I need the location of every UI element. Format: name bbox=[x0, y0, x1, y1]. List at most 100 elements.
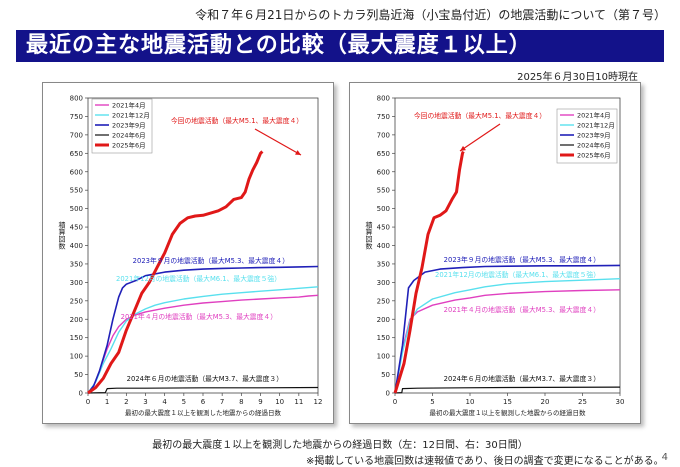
annotation-label: 2021年12月の地震活動（最大M6.1、最大震度５強） bbox=[435, 270, 600, 279]
y-tick-label: 450 bbox=[377, 224, 390, 232]
slide-banner-title: 最近の主な地震活動との比較（最大震度１以上） bbox=[16, 30, 664, 62]
annotation-arrowhead bbox=[295, 150, 301, 155]
x-tick-label: 20 bbox=[541, 398, 550, 406]
annotation-label: 2024年６月の地震活動（最大M3.7、最大震度３） bbox=[127, 374, 283, 383]
x-tick-label: 15 bbox=[503, 398, 512, 406]
y-tick-label: 350 bbox=[70, 260, 83, 268]
annotation-label: 今回の地震活動（最大M5.1、最大震度４） bbox=[171, 116, 303, 125]
x-tick-label: 12 bbox=[314, 398, 323, 406]
x-tick-label: 0 bbox=[393, 398, 397, 406]
x-tick-label: 0 bbox=[86, 398, 90, 406]
timestamp: 2025年６月30日10時現在 bbox=[517, 72, 638, 83]
annotation-label: 今回の地震活動（最大M5.1、最大震度４） bbox=[414, 111, 546, 120]
y-tick-label: 200 bbox=[70, 316, 83, 324]
x-tick-label: 11 bbox=[294, 398, 303, 406]
x-tick-label: 25 bbox=[578, 398, 587, 406]
series-line-2021年12月 bbox=[87, 286, 319, 394]
x-tick-label: 6 bbox=[201, 398, 206, 406]
series-line-2021年12月 bbox=[394, 278, 621, 394]
legend-box bbox=[91, 98, 153, 154]
y-tick-label: 150 bbox=[377, 334, 390, 342]
y-tick-label: 150 bbox=[70, 334, 83, 342]
chart-panel-left: 0 50 100 150 200 250 300 350 400 450 500 550 600 650 7… bbox=[42, 82, 334, 424]
y-tick-label: 0 bbox=[386, 390, 390, 398]
y-tick-label: 300 bbox=[70, 279, 83, 287]
x-tick-label: 10 bbox=[466, 398, 475, 406]
y-tick-label: 250 bbox=[70, 297, 83, 305]
y-tick-label: 450 bbox=[70, 224, 83, 232]
annotation-arrow bbox=[254, 128, 302, 156]
legend-label: 2021年4月 bbox=[577, 111, 611, 120]
series-line-2023年9月 bbox=[87, 265, 319, 394]
x-tick-label: 8 bbox=[239, 398, 243, 406]
y-tick-label: 500 bbox=[377, 205, 390, 213]
y-tick-label: 550 bbox=[70, 187, 83, 195]
x-tick-label: 30 bbox=[616, 398, 625, 406]
y-tick-label: 350 bbox=[377, 260, 390, 268]
disclaimer-note: ※掲載している地震回数は速報値であり、後日の調査で変更になることがある。 bbox=[306, 456, 664, 467]
annotation-arrowhead bbox=[460, 145, 466, 151]
x-axis-label: 最初の最大震度１以上を観測した地震からの経過日数 bbox=[430, 408, 587, 417]
x-tick-label: 5 bbox=[430, 398, 434, 406]
y-tick-label: 50 bbox=[381, 371, 390, 379]
annotation-label: 2023年９月の地震活動（最大M5.3、最大震度４） bbox=[444, 255, 600, 264]
legend-label: 2023年9月 bbox=[112, 121, 146, 130]
y-tick-label: 600 bbox=[377, 168, 390, 176]
y-tick-label: 600 bbox=[70, 168, 83, 176]
y-tick-label: 800 bbox=[377, 95, 390, 103]
x-tick-label: 7 bbox=[220, 398, 224, 406]
legend-label: 2025年6月 bbox=[112, 141, 146, 150]
annotation-label: 2021年４月の地震活動（最大M5.3、最大震度４） bbox=[444, 305, 600, 314]
figure-caption: 最初の最大震度１以上を観測した地震からの経過日数（左：12日間、右：30日間） bbox=[152, 440, 528, 451]
annotation-arrow bbox=[459, 123, 501, 152]
legend-label: 2023年9月 bbox=[577, 131, 611, 140]
y-tick-label: 700 bbox=[377, 131, 390, 139]
y-axis-label: 積算回数 bbox=[58, 221, 66, 251]
y-tick-label: 750 bbox=[70, 113, 83, 121]
y-tick-label: 500 bbox=[70, 205, 83, 213]
series-line-2024年6月 bbox=[87, 386, 319, 394]
x-tick-label: 10 bbox=[275, 398, 284, 406]
annotation-label: 2024年６月の地震活動（最大M3.7、最大震度３） bbox=[444, 374, 600, 383]
y-tick-label: 650 bbox=[377, 150, 390, 158]
legend-label: 2021年12月 bbox=[577, 121, 615, 130]
chart-left-svg: 0501001502002503003504004505005506006507… bbox=[58, 95, 323, 418]
x-tick-label: 9 bbox=[258, 398, 262, 406]
series-line-2025年6月 bbox=[87, 150, 264, 395]
x-tick-label: 1 bbox=[105, 398, 109, 406]
series-line-2023年9月 bbox=[394, 264, 621, 394]
series-line-2025年6月 bbox=[393, 150, 465, 394]
y-tick-label: 800 bbox=[70, 95, 83, 103]
annotation-label: 2023年９月の地震活動（最大M5.3、最大震度４） bbox=[133, 256, 289, 265]
y-tick-label: 400 bbox=[70, 242, 83, 250]
chart-panel-right: 0 50 100 150 200 250 300 350 400 450 500 550 600 650 7… bbox=[349, 82, 641, 424]
page-number: 4 bbox=[661, 452, 668, 463]
y-tick-label: 200 bbox=[377, 316, 390, 324]
annotation-label: 2021年４月の地震活動（最大M5.3、最大震度４） bbox=[121, 312, 277, 321]
legend-label: 2024年6月 bbox=[112, 131, 146, 140]
y-tick-label: 100 bbox=[377, 353, 390, 361]
y-tick-label: 700 bbox=[70, 131, 83, 139]
y-tick-label: 400 bbox=[377, 242, 390, 250]
y-tick-label: 250 bbox=[377, 297, 390, 305]
legend-label: 2024年6月 bbox=[577, 141, 611, 150]
y-axis-label: 積算回数 bbox=[365, 221, 373, 251]
x-tick-label: 3 bbox=[143, 398, 147, 406]
annotation-label: 2021年12月の地震活動（最大M6.1、最大震度５強） bbox=[116, 274, 281, 283]
page-header-title: 令和７年６月21日からのトカラ列島近海（小宝島付近）の地震活動について（第７号） bbox=[195, 8, 666, 22]
series-line-2021年4月 bbox=[87, 294, 319, 394]
y-tick-label: 300 bbox=[377, 279, 390, 287]
x-tick-label: 4 bbox=[162, 398, 167, 406]
y-tick-label: 0 bbox=[79, 390, 83, 398]
y-tick-label: 550 bbox=[377, 187, 390, 195]
legend-label: 2021年12月 bbox=[112, 111, 150, 120]
y-tick-label: 50 bbox=[74, 371, 83, 379]
x-tick-label: 5 bbox=[182, 398, 186, 406]
x-tick-label: 2 bbox=[124, 398, 128, 406]
series-line-2024年6月 bbox=[394, 386, 621, 394]
legend-label: 2025年6月 bbox=[577, 151, 611, 160]
legend-label: 2021年4月 bbox=[112, 101, 146, 110]
chart-right-svg: 0501001502002503003504004505005506006507… bbox=[365, 95, 625, 418]
y-tick-label: 750 bbox=[377, 113, 390, 121]
x-axis-label: 最初の最大震度１以上を観測した地震からの経過日数 bbox=[125, 408, 282, 417]
